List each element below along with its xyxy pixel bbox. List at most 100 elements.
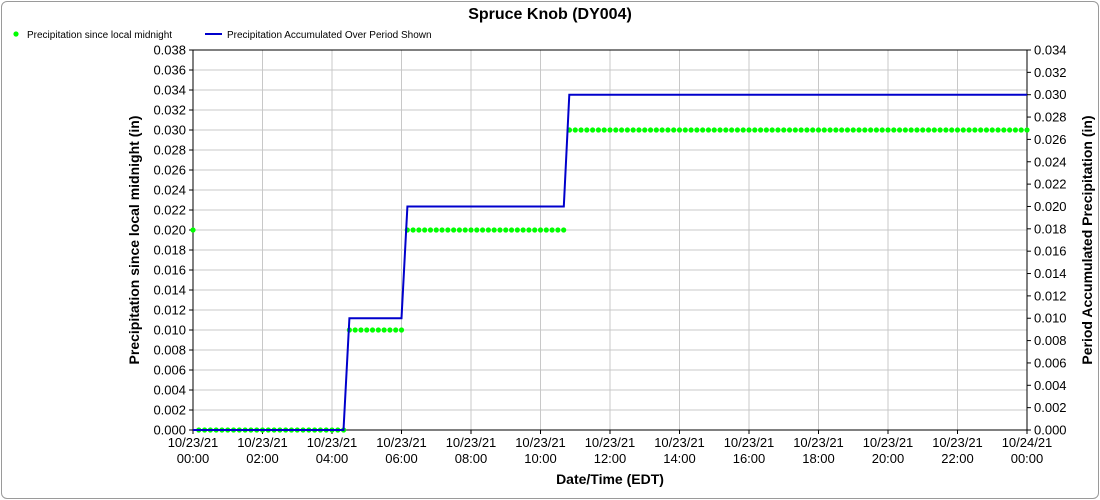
y-right-tick-label: 0.018 xyxy=(1034,221,1067,236)
x-tick-time-label: 10:00 xyxy=(524,451,557,466)
x-tick-date-label: 10/23/21 xyxy=(307,435,358,450)
data-point-since-midnight xyxy=(398,327,405,333)
data-point-since-midnight xyxy=(682,127,688,133)
y-left-tick-label: 0.002 xyxy=(153,403,186,418)
data-point-since-midnight xyxy=(821,127,827,133)
data-point-since-midnight xyxy=(624,127,630,133)
data-point-since-midnight xyxy=(462,227,468,233)
data-point-since-midnight xyxy=(920,127,926,133)
data-point-since-midnight xyxy=(190,227,196,233)
x-tick-date-label: 10/23/21 xyxy=(376,435,427,450)
data-point-since-midnight xyxy=(1024,127,1030,133)
data-point-since-midnight xyxy=(613,127,619,133)
y-right-tick-label: 0.022 xyxy=(1034,177,1067,192)
data-point-since-midnight xyxy=(792,127,798,133)
y-right-tick-label: 0.004 xyxy=(1034,378,1067,393)
data-point-since-midnight xyxy=(931,127,937,133)
y-left-tick-label: 0.032 xyxy=(153,103,186,118)
data-point-since-midnight xyxy=(705,127,712,133)
data-point-since-midnight xyxy=(769,127,775,133)
legend-marker-dots xyxy=(13,31,19,37)
data-point-since-midnight xyxy=(960,127,966,133)
y-left-tick-label: 0.004 xyxy=(153,383,186,398)
y-left-tick-label: 0.018 xyxy=(153,243,186,258)
x-tick-date-label: 10/23/21 xyxy=(446,435,497,450)
data-point-since-midnight xyxy=(891,127,897,133)
data-point-since-midnight xyxy=(514,227,520,233)
data-point-since-midnight xyxy=(740,127,746,133)
data-point-since-midnight xyxy=(474,227,480,233)
chart-title: Spruce Knob (DY004) xyxy=(468,6,632,23)
data-point-since-midnight xyxy=(844,127,851,133)
data-point-since-midnight xyxy=(1012,127,1019,133)
data-point-since-midnight xyxy=(983,127,990,133)
data-point-since-midnight xyxy=(543,227,549,233)
y-right-tick-label: 0.012 xyxy=(1034,288,1067,303)
y-left-tick-label: 0.008 xyxy=(153,343,186,358)
data-point-since-midnight xyxy=(520,227,526,233)
x-tick-date-label: 10/23/21 xyxy=(168,435,219,450)
data-point-since-midnight xyxy=(433,227,439,233)
y-right-tick-label: 0.032 xyxy=(1034,65,1067,80)
y-right-tick-label: 0.030 xyxy=(1034,87,1067,102)
data-point-since-midnight xyxy=(827,127,833,133)
data-point-since-midnight xyxy=(439,227,445,233)
data-point-since-midnight xyxy=(549,227,555,233)
x-tick-time-label: 02:00 xyxy=(246,451,279,466)
y-left-tick-label: 0.026 xyxy=(153,163,186,178)
y-right-tick-label: 0.006 xyxy=(1034,355,1067,370)
x-tick-date-label: 10/23/21 xyxy=(724,435,775,450)
y-left-tick-label: 0.034 xyxy=(153,83,186,98)
data-point-since-midnight xyxy=(422,227,428,233)
data-point-since-midnight xyxy=(410,227,416,233)
x-tick-time-label: 22:00 xyxy=(941,451,974,466)
y-left-tick-label: 0.022 xyxy=(153,203,186,218)
x-axis: 10/23/2100:0010/23/2102:0010/23/2104:001… xyxy=(168,430,1053,466)
x-tick-time-label: 20:00 xyxy=(872,451,905,466)
data-point-since-midnight xyxy=(775,127,781,133)
data-point-since-midnight xyxy=(786,127,793,133)
legend: Precipitation since local midnight Preci… xyxy=(13,30,432,41)
data-point-since-midnight xyxy=(665,127,671,133)
data-point-since-midnight xyxy=(578,127,584,133)
x-tick-date-label: 10/23/21 xyxy=(863,435,914,450)
data-point-since-midnight xyxy=(954,127,961,133)
data-point-since-midnight xyxy=(763,127,769,133)
data-point-since-midnight xyxy=(352,327,358,333)
y-right-tick-label: 0.000 xyxy=(1034,423,1067,438)
y-left-tick-label: 0.006 xyxy=(153,363,186,378)
data-point-since-midnight xyxy=(537,227,544,233)
plot-series xyxy=(190,93,1030,433)
x-tick-date-label: 10/24/21 xyxy=(1002,435,1053,450)
y-right-tick-label: 0.024 xyxy=(1034,154,1067,169)
data-point-since-midnight xyxy=(572,127,578,133)
data-point-since-midnight xyxy=(896,127,903,133)
x-tick-date-label: 10/23/21 xyxy=(585,435,636,450)
data-point-since-midnight xyxy=(584,127,590,133)
data-point-since-midnight xyxy=(1018,127,1024,133)
data-point-since-midnight xyxy=(416,227,422,233)
y-left-tick-label: 0.000 xyxy=(153,423,186,438)
y-right-tick-label: 0.028 xyxy=(1034,110,1067,125)
data-point-since-midnight xyxy=(491,227,497,233)
x-tick-time-label: 12:00 xyxy=(594,451,627,466)
data-point-since-midnight xyxy=(445,227,451,233)
data-point-since-midnight xyxy=(688,127,694,133)
data-point-since-midnight xyxy=(850,127,856,133)
x-tick-time-label: 00:00 xyxy=(177,451,210,466)
data-point-since-midnight xyxy=(966,127,972,133)
data-point-since-midnight xyxy=(503,227,509,233)
data-point-since-midnight xyxy=(526,227,532,233)
data-point-since-midnight xyxy=(1007,127,1013,133)
y-left-tick-label: 0.028 xyxy=(153,143,186,158)
data-point-since-midnight xyxy=(642,127,648,133)
y-right-tick-label: 0.020 xyxy=(1034,199,1067,214)
x-tick-date-label: 10/23/21 xyxy=(793,435,844,450)
data-point-since-midnight xyxy=(607,127,613,133)
data-point-since-midnight xyxy=(630,127,636,133)
x-tick-time-label: 14:00 xyxy=(663,451,696,466)
y-axis-right-title: Period Accumulated Precipitation (in) xyxy=(1079,115,1095,364)
x-tick-time-label: 04:00 xyxy=(316,451,349,466)
data-point-since-midnight xyxy=(468,227,474,233)
